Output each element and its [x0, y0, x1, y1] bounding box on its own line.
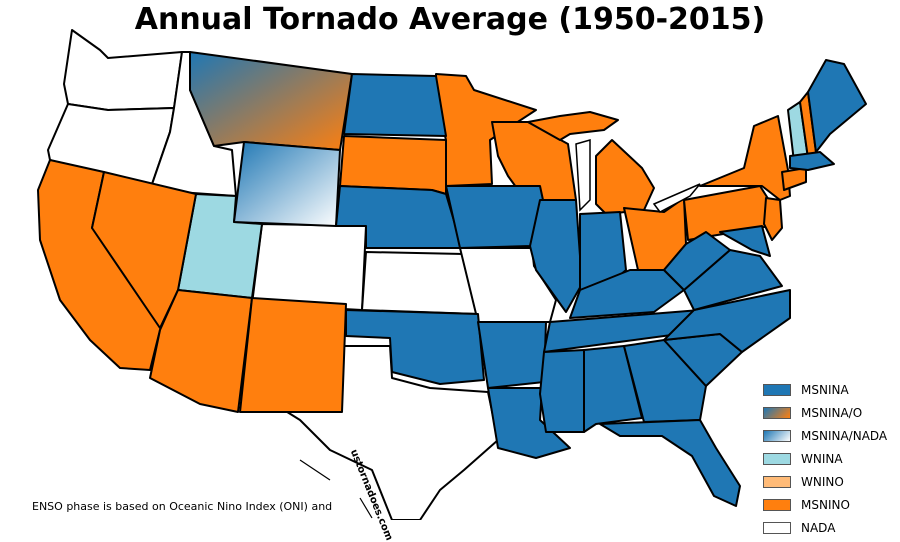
state-michigan-upper [527, 111, 619, 141]
state-west-virginia [663, 231, 731, 291]
legend-swatch [763, 406, 791, 419]
state-nebraska [335, 185, 463, 249]
state-massachusetts [789, 151, 835, 171]
state-south-dakota [339, 135, 447, 195]
legend-item: MSNINA/NADA [763, 424, 887, 447]
state-florida [599, 419, 741, 507]
legend-item: MSNINO [763, 493, 887, 516]
coastline-detail [299, 459, 373, 519]
state-new-jersey [763, 197, 783, 241]
state-washington [63, 29, 183, 111]
state-wyoming [233, 141, 341, 227]
state-montana [189, 51, 353, 151]
state-alabama [583, 345, 643, 433]
state-north-dakota [343, 73, 447, 137]
legend-swatch [763, 452, 791, 465]
state-arkansas [477, 321, 547, 389]
lake-michigan [575, 139, 591, 212]
state-kansas [361, 251, 479, 315]
legend-label: MSNINO [801, 497, 850, 512]
state-michigan-lower [595, 139, 655, 215]
legend-item: MSNINA [763, 378, 887, 401]
legend-label: WNINA [801, 451, 843, 466]
legend-item: NADA [763, 516, 887, 539]
state-north-carolina [663, 289, 791, 353]
legend-item: MSNINA/O [763, 401, 887, 424]
legend-item: WNINA [763, 447, 887, 470]
legend-label: MSNINA/NADA [801, 428, 888, 443]
legend-swatch [763, 429, 791, 442]
us-states-map [37, 29, 867, 520]
state-connecticut [781, 167, 807, 191]
state-maine [807, 59, 867, 153]
footnote: ENSO phase is based on Oceanic Nino Inde… [32, 500, 333, 513]
legend-swatch [763, 383, 791, 396]
state-mississippi [539, 349, 585, 433]
state-colorado [251, 223, 367, 311]
legend-label: NADA [801, 520, 836, 535]
legend-swatch [763, 498, 791, 511]
state-georgia [623, 339, 707, 423]
legend: MSNINA MSNINA/O MSNINA/NADA WNINA WNINO MSNIN… [763, 378, 887, 539]
legend-swatch [763, 475, 791, 488]
state-new-york [699, 115, 791, 201]
legend-item: WNINO [763, 470, 887, 493]
state-new-mexico [239, 297, 347, 413]
legend-swatch [763, 521, 791, 534]
state-maryland [719, 225, 771, 257]
legend-label: MSNINA [801, 382, 849, 397]
lake-erie [652, 183, 701, 213]
state-illinois [529, 199, 583, 313]
legend-label: WNINO [801, 474, 844, 489]
legend-label: MSNINA/O [801, 405, 863, 420]
map-title: Annual Tornado Average (1950-2015) [134, 2, 766, 37]
